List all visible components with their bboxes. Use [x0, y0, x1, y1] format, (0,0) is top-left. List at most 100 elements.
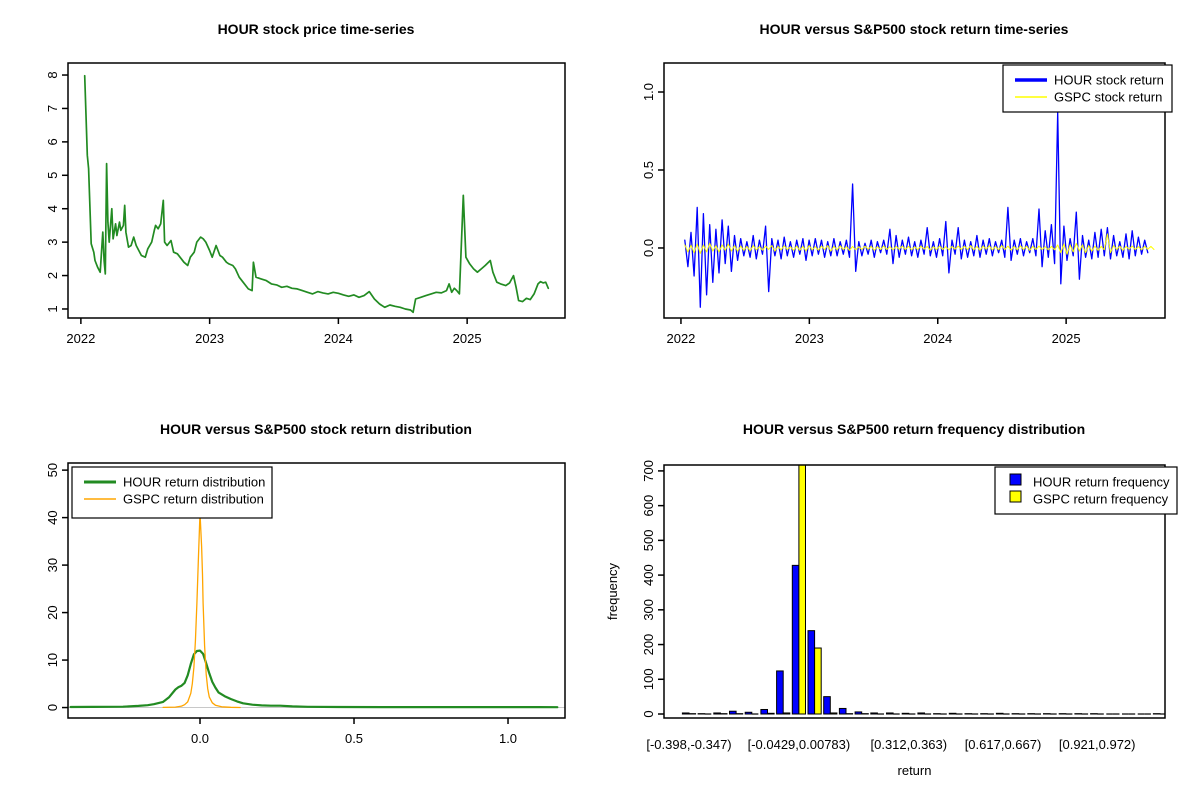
legend-label: GSPC return distribution: [123, 492, 264, 507]
y-tick-label: 500: [641, 530, 656, 552]
x-axis-label: return: [898, 763, 932, 778]
x-tick-label: 2024: [324, 331, 353, 346]
x-tick-label: 2025: [1052, 331, 1081, 346]
y-tick-label: 0.0: [641, 239, 656, 257]
legend-box: [71, 466, 273, 519]
price-timeseries-chart: 2022 2023 2024 2025 1 2 3 4 5 6 7 8: [45, 62, 566, 346]
bar: [854, 711, 863, 715]
bar: [760, 708, 768, 715]
return-distribution-chart: HOUR return distribution GSPC return dist…: [45, 462, 566, 746]
bar: [829, 712, 838, 715]
chart-title: HOUR versus S&P500 stock return distribu…: [160, 421, 472, 437]
bar: [798, 465, 806, 715]
y-tick-label: 300: [641, 599, 656, 621]
panel-return-distribution: HOUR versus S&P500 stock return distribu…: [0, 400, 600, 800]
y-tick-label: 0.5: [641, 161, 656, 179]
x-tick-label: 1.0: [499, 731, 517, 746]
return-timeseries-chart: 2022 2023 2024 2025 0.0 0.5 1.0 HOUR stock retu…: [641, 62, 1173, 346]
bar: [681, 712, 690, 715]
x-tick-label: 0.0: [191, 731, 209, 746]
panel-return-timeseries: HOUR versus S&P500 stock return time-ser…: [600, 0, 1200, 400]
y-tick-label: 100: [641, 668, 656, 690]
plot-border: [663, 464, 1166, 719]
bar: [917, 712, 925, 715]
y-tick-label: 50: [45, 463, 60, 477]
bar: [776, 670, 784, 715]
bar: [807, 630, 816, 715]
bar: [948, 712, 957, 715]
legend-label: GSPC stock return: [1054, 90, 1162, 105]
y-tick-label: 200: [641, 634, 656, 656]
return-frequency-chart: [-0.398,-0.347) [-0.0429,0.00783) [0.312,0…: [605, 460, 1178, 778]
y-axis-label: frequency: [605, 562, 620, 620]
y-tick-label: 5: [45, 172, 60, 179]
y-tick-label: 3: [45, 239, 60, 246]
y-tick-label: 30: [45, 558, 60, 572]
y-tick-label: 1.0: [641, 83, 656, 101]
bar: [886, 712, 894, 715]
bar: [814, 647, 822, 715]
bar: [713, 712, 721, 715]
x-tick-label: 2022: [66, 331, 95, 346]
bar: [823, 696, 831, 715]
y-tick-label: 6: [45, 138, 60, 145]
y-tick-label: 4: [45, 205, 60, 212]
series-gspc-return-distribution: [162, 512, 241, 709]
x-tick-label: [0.921,0.972): [1059, 737, 1136, 752]
x-tick-label: 2022: [666, 331, 695, 346]
chart-title: HOUR versus S&P500 stock return time-ser…: [759, 21, 1069, 37]
plot-border: [663, 62, 1166, 319]
bar: [744, 711, 753, 715]
plot-area: [684, 111, 1155, 308]
bar: [791, 564, 800, 715]
x-tick-label: 2025: [453, 331, 482, 346]
x-tick-label: 0.5: [345, 731, 363, 746]
y-tick-label: 600: [641, 495, 656, 517]
y-tick-label: 10: [45, 653, 60, 667]
y-tick-label: 20: [45, 605, 60, 619]
bar: [729, 710, 737, 715]
y-tick-label: 0: [641, 710, 656, 717]
y-tick-label: 40: [45, 510, 60, 524]
x-tick-label: 2023: [795, 331, 824, 346]
series-gspc-stock-return: [684, 233, 1155, 255]
plot-area: [83, 74, 550, 314]
x-tick-label: [-0.0429,0.00783): [748, 737, 851, 752]
legend-box: [994, 466, 1178, 515]
x-tick-label: [0.617,0.667): [965, 737, 1042, 752]
chart-title: HOUR versus S&P500 return frequency dist…: [742, 421, 1086, 437]
x-tick-label: [-0.398,-0.347): [646, 737, 731, 752]
chart-title: HOUR stock price time-series: [217, 21, 415, 37]
bar: [767, 712, 775, 715]
bar: [782, 712, 791, 715]
y-tick-label: 2: [45, 272, 60, 279]
x-tick-label: [0.312,0.363): [870, 737, 947, 752]
bar: [995, 712, 1004, 715]
y-tick-label: 700: [641, 460, 656, 482]
panel-hour-price-timeseries: HOUR stock price time-series 2022 2023 202…: [0, 0, 600, 400]
series-hour-return-distribution: [69, 649, 559, 709]
plot-border: [67, 62, 566, 319]
x-tick-label: 2023: [195, 331, 224, 346]
bar: [901, 712, 910, 715]
legend-swatch: [1009, 490, 1022, 503]
y-tick-label: 1: [45, 305, 60, 312]
plot-area: [681, 465, 1165, 715]
y-tick-label: 8: [45, 71, 60, 78]
bar: [870, 712, 878, 715]
y-tick-label: 7: [45, 105, 60, 112]
plot-area: [68, 512, 565, 709]
legend-label: HOUR return frequency: [1033, 475, 1170, 490]
legend-label: GSPC return frequency: [1033, 492, 1169, 507]
legend-swatch: [1009, 473, 1022, 486]
y-tick-label: 0: [45, 704, 60, 711]
legend-box: [1002, 64, 1173, 113]
plot-border: [67, 462, 566, 719]
y-tick-label: 400: [641, 564, 656, 586]
x-tick-label: 2024: [923, 331, 952, 346]
series-hour-price: [83, 74, 550, 314]
legend-label: HOUR stock return: [1054, 73, 1164, 88]
panel-return-frequency: HOUR versus S&P500 return frequency dist…: [600, 400, 1200, 800]
bar: [838, 707, 847, 715]
